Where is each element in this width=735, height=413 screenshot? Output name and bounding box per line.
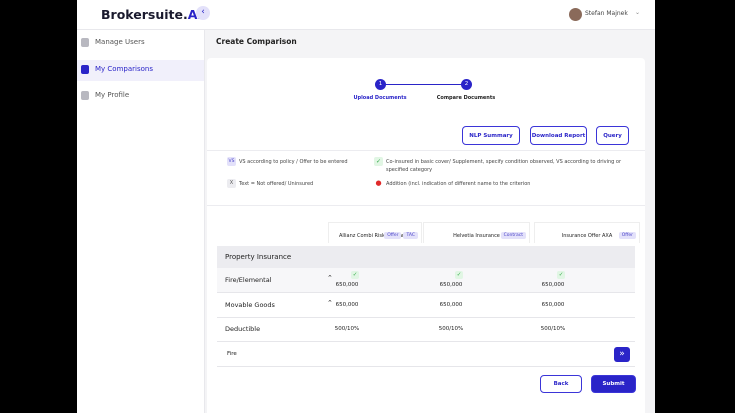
legend-symbol: X	[227, 179, 236, 188]
step-circle: 1	[375, 79, 386, 90]
legend-symbol: ✓	[374, 157, 383, 166]
legend-text: Addition (incl. indication of different …	[386, 181, 531, 187]
legend-symbol: ●	[375, 179, 382, 187]
step-label: Upload Documents	[353, 95, 407, 101]
cell-value: 650,000	[335, 282, 359, 288]
step-circle: 2	[461, 79, 472, 90]
legend-text: Text = Not offered/ Uninsured	[239, 181, 314, 187]
back-button[interactable]: Back	[540, 375, 582, 393]
cell-value: 500/10%	[438, 326, 464, 333]
cell-value: 650,000	[439, 282, 463, 288]
row-label: Deductible	[225, 325, 261, 334]
sidebar	[77, 30, 205, 413]
tag: TAC	[403, 232, 418, 239]
action-button[interactable]: Download Report	[530, 126, 587, 145]
menu-item[interactable]: My Profile	[95, 91, 130, 99]
menu-icon	[81, 91, 89, 100]
collapse-button[interactable]: ‹	[196, 6, 210, 20]
expand-icon[interactable]: ⌃	[327, 298, 333, 307]
insurer-header: Allianz Combi Risk Insurance	[328, 222, 422, 243]
step-label: Compare Documents	[436, 95, 496, 101]
top-bar	[77, 0, 655, 30]
insurer-tags: Offer	[534, 221, 640, 240]
divider	[207, 205, 645, 206]
tag: Offer	[384, 232, 402, 239]
action-button[interactable]: Query	[596, 126, 629, 145]
table-row: Deductible 500/10% 500/10% 500/10%	[217, 317, 635, 343]
fire-row: Fire	[217, 342, 635, 367]
section-header: Property Insurance	[217, 246, 635, 268]
cell-value: 650,000	[541, 282, 565, 288]
check-icon: ✓	[557, 271, 565, 279]
avatar	[569, 8, 582, 21]
menu-icon	[81, 64, 89, 74]
cell-value: 650,000	[335, 301, 359, 308]
submit-button[interactable]: Submit	[591, 375, 636, 393]
next-button[interactable]: »	[614, 347, 630, 362]
active-bg	[77, 59, 204, 81]
expand-icon[interactable]: ⌃	[327, 274, 333, 282]
card: 1 Upload Documents 2 Compare Documents NLP …	[207, 58, 645, 413]
insurer-tags: Contract	[423, 221, 530, 240]
row-label: Movable Goods	[225, 300, 275, 309]
legend-text: VS according to policy / Offer to be ent…	[239, 159, 348, 165]
cell-value: 500/10%	[334, 326, 360, 333]
action-button[interactable]: NLP Summary	[462, 126, 520, 145]
table-row: Movable Goods ⌃ 650,000 650,000 650,000	[217, 293, 635, 318]
cell-value: 650,000	[541, 301, 565, 308]
user-name[interactable]: Stefan Majnek	[585, 10, 628, 17]
logo: Brokersuite.AI	[101, 7, 202, 22]
legend-text: Co-insured in basic cover/ Supplement, s…	[386, 159, 622, 173]
insurer-header: Insurance Offer AXA	[534, 222, 640, 243]
fire-label: Fire	[227, 351, 237, 357]
cell-value: 500/10%	[540, 326, 566, 333]
check-icon: ✓	[351, 271, 359, 279]
divider	[207, 150, 645, 151]
row-label: Fire/Elemental	[225, 276, 272, 284]
table-row: Fire/Elemental ⌃ ✓ 650,000 ✓ 650,000 ✓ 650,000	[217, 268, 635, 293]
page-title: Create Comparison	[216, 37, 297, 46]
check-icon: ✓	[455, 271, 463, 279]
tag: Contract	[500, 232, 526, 239]
logo-main: Brokersuite.	[101, 7, 188, 22]
menu-item[interactable]: Manage Users	[95, 38, 145, 46]
insurer-header: Helvetia Insurance	[423, 222, 530, 243]
app: Brokersuite.AI ‹ Stefan Majnek ⌄ Manage …	[77, 0, 655, 413]
tag: Offer	[618, 232, 636, 239]
menu-icon	[81, 38, 89, 47]
step-line	[385, 84, 465, 85]
cell-value: 650,000	[439, 301, 463, 308]
user-chevron[interactable]: ⌄	[635, 9, 641, 16]
menu-item[interactable]: My Comparisons	[95, 64, 153, 73]
insurer-tags: Offer TAC	[328, 221, 422, 240]
legend-symbol: VS	[227, 157, 236, 166]
